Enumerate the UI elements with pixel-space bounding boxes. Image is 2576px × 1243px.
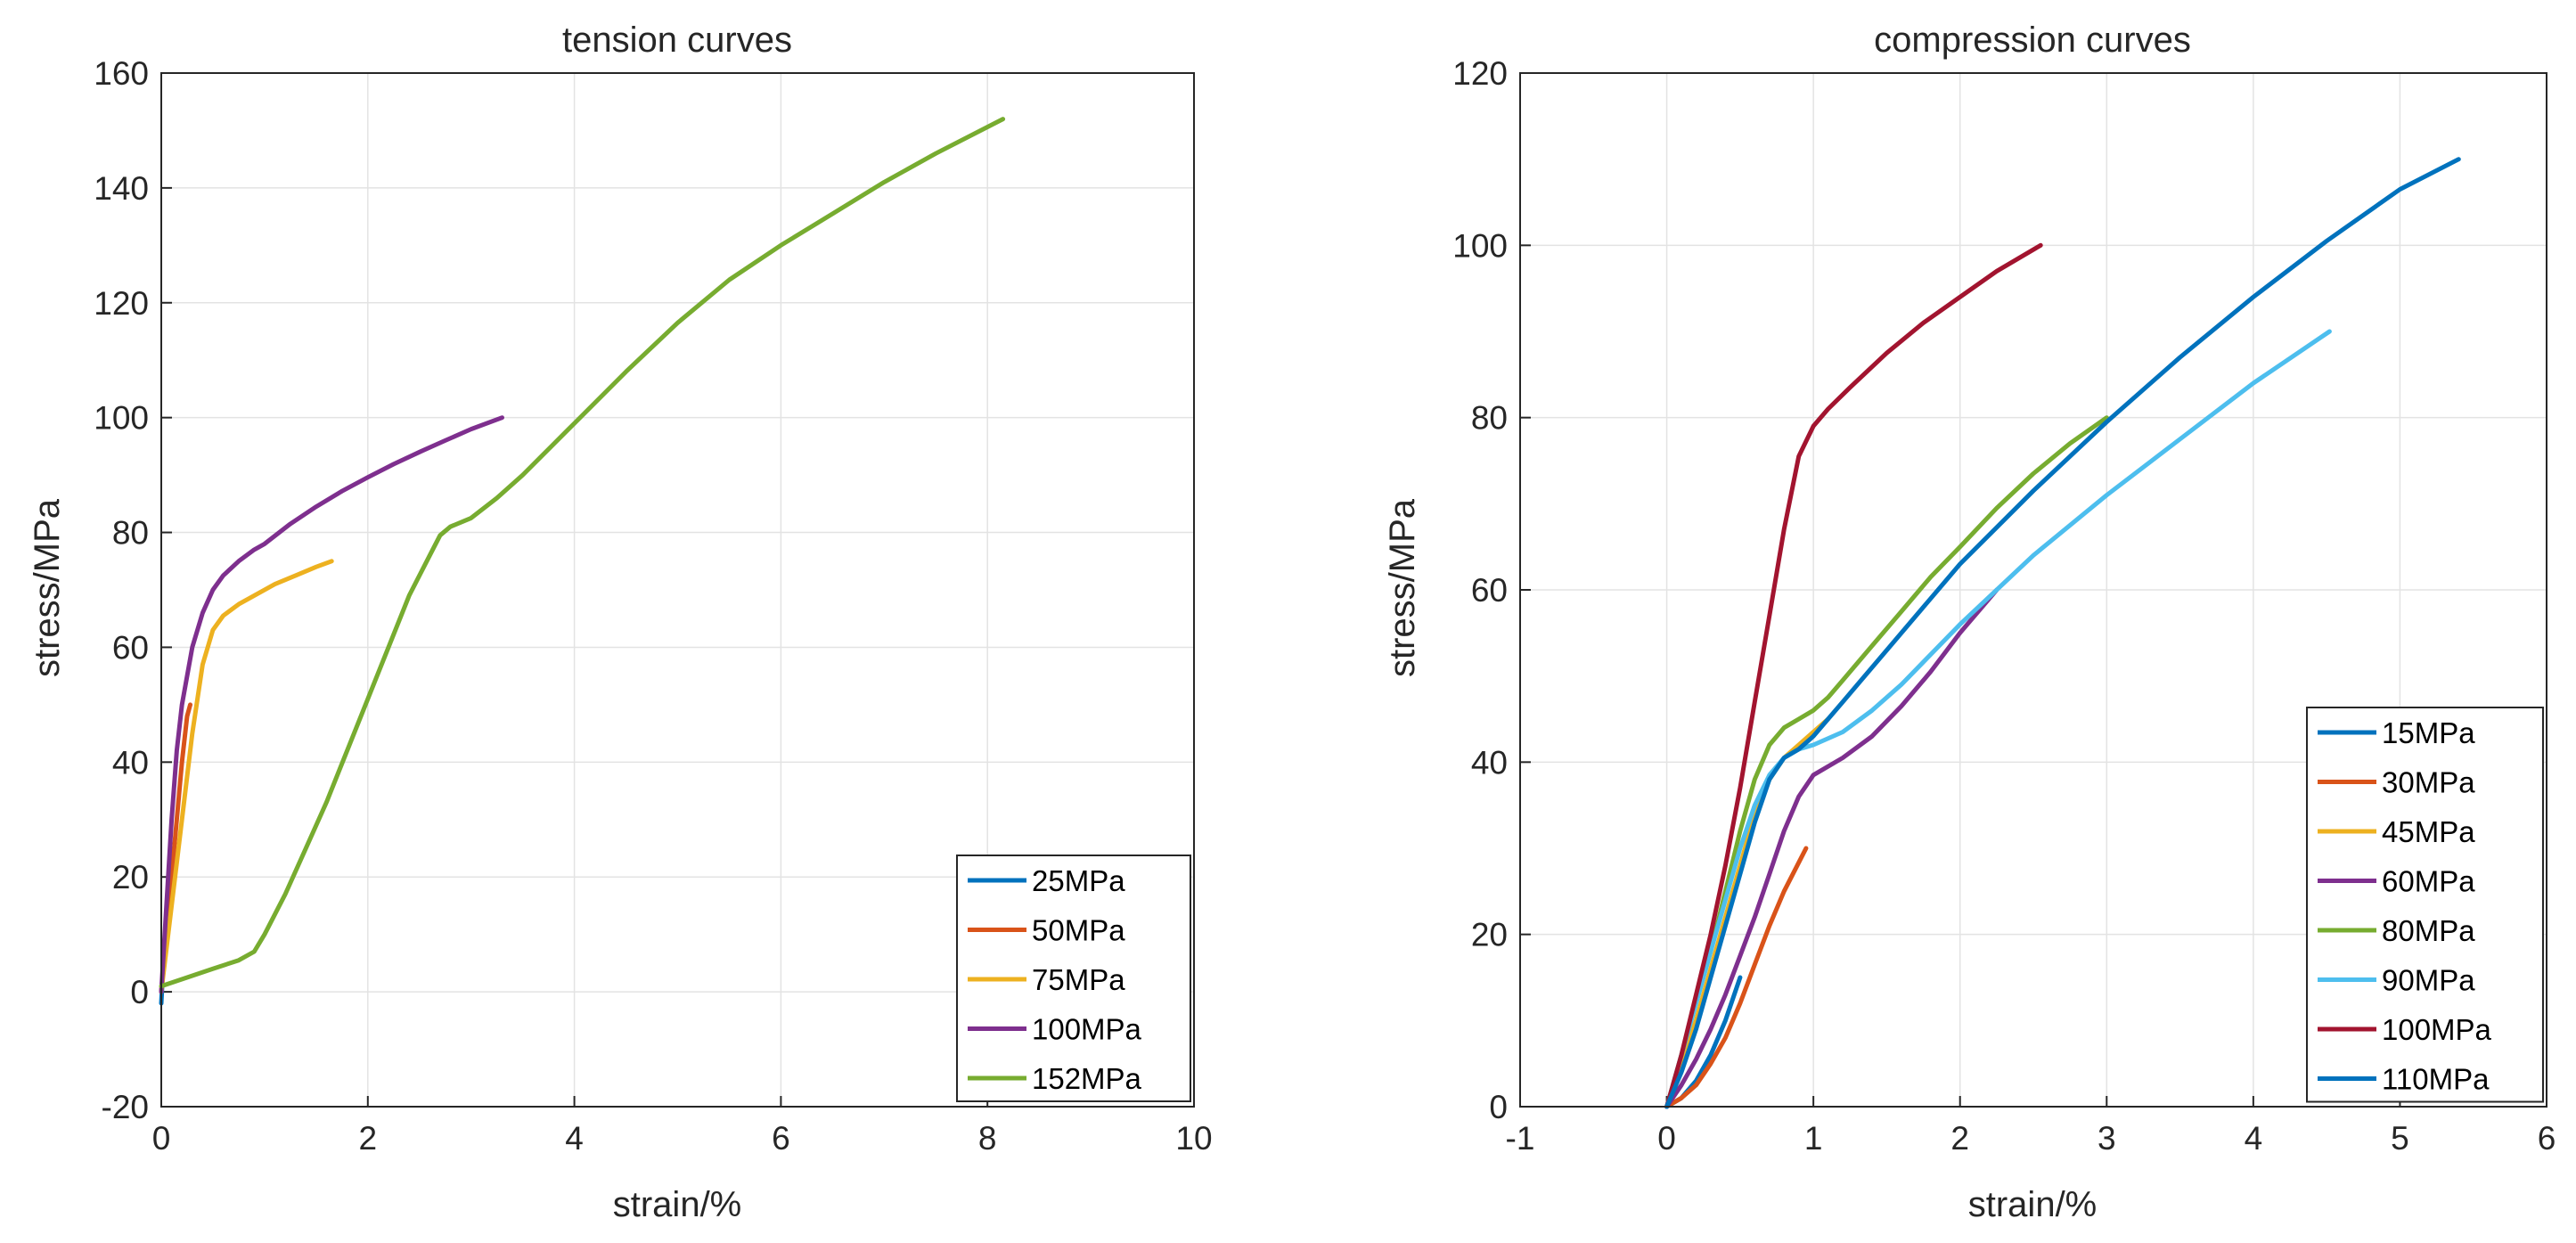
compression-series-110MPa (1664, 157, 2461, 1109)
tension-legend-label: 75MPa (1032, 963, 1125, 996)
compression-y-tick-label: 0 (1489, 1089, 1508, 1125)
tension-y-tick-label: 100 (94, 400, 149, 437)
compression-y-tick-label: 20 (1471, 917, 1508, 953)
compression-legend-label: 30MPa (2382, 766, 2475, 799)
compression-legend-label: 100MPa (2382, 1013, 2492, 1046)
tension-x-axis-label: strain/% (613, 1185, 742, 1224)
compression-series-45MPa (1664, 716, 1831, 1109)
compression-series-30MPa (1664, 846, 1809, 1109)
compression-legend-label: 110MPa (2382, 1063, 2490, 1096)
compression-x-tick-label: 3 (2098, 1120, 2116, 1157)
compression-legend: 15MPa 30MPa 45MPa 60MPa 80MPa 90MPa 100MPa 110M… (2306, 707, 2544, 1103)
compression-x-axis-label: strain/% (1968, 1185, 2098, 1224)
compression-series-60MPa (1664, 587, 1999, 1109)
tension-series-75MPa (159, 559, 334, 994)
tension-x-tick-label: 6 (772, 1120, 790, 1157)
tension-axes-box (160, 72, 1195, 1108)
tension-y-tick-label: 140 (94, 170, 149, 207)
compression-legend-label: 90MPa (2382, 964, 2475, 997)
tension-chart: tension curves strain/% stress/MPa 0 2 4 6 8… (28, 20, 1213, 1224)
tension-y-tick-label: 60 (112, 629, 149, 666)
compression-x-tick-label: 6 (2538, 1120, 2556, 1157)
tension-y-tick-label: 160 (94, 55, 149, 92)
compression-series-90MPa (1664, 329, 2332, 1109)
compression-legend-box (2306, 707, 2544, 1103)
compression-x-tick-label: -1 (1506, 1120, 1535, 1157)
compression-x-tick-label: 0 (1657, 1120, 1676, 1157)
compression-x-tick-label: 5 (2391, 1120, 2409, 1157)
compression-y-tick-label: 100 (1452, 227, 1508, 264)
tension-y-tick-label: 20 (112, 859, 149, 895)
compression-legend-label: 60MPa (2382, 865, 2475, 898)
tension-chart-title: tension curves (562, 20, 792, 60)
tension-y-tick-label: -20 (102, 1089, 149, 1125)
tension-y-tick-label: 0 (130, 974, 149, 1010)
tension-series (159, 117, 1006, 1006)
tension-legend-label: 25MPa (1032, 864, 1125, 897)
tension-y-tick-label: 80 (112, 515, 149, 552)
tension-y-tick-label: 40 (112, 744, 149, 781)
tension-series-100MPa (159, 415, 504, 994)
compression-x-tick-label: 4 (2245, 1120, 2263, 1157)
tension-legend-label: 50MPa (1032, 914, 1125, 947)
compression-y-tick-label: 40 (1471, 744, 1508, 781)
tension-x-tick-label: 2 (359, 1120, 378, 1157)
tension-x-tick-label: 8 (978, 1120, 997, 1157)
compression-y-tick-label: 60 (1471, 572, 1508, 609)
tension-x-tick-label: 4 (565, 1120, 584, 1157)
compression-x-tick-label: 2 (1950, 1120, 1969, 1157)
compression-chart-title: compression curves (1874, 20, 2191, 60)
compression-legend-label: 80MPa (2382, 914, 2475, 947)
compression-y-tick-label: 120 (1452, 55, 1508, 92)
compression-y-tick-label: 80 (1471, 400, 1508, 437)
tension-x-tick-label: 0 (152, 1120, 171, 1157)
tension-series-152MPa (159, 117, 1006, 989)
tension-y-tick-label: 120 (94, 285, 149, 322)
compression-series (1664, 157, 2461, 1109)
tension-x-tick-label: 10 (1175, 1120, 1212, 1157)
tension-legend-label: 152MPa (1032, 1062, 1142, 1095)
compression-x-tick-label: 1 (1804, 1120, 1823, 1157)
compression-chart: compression curves strain/% stress/MPa -… (1383, 20, 2556, 1224)
compression-series-100MPa (1664, 242, 2043, 1109)
compression-axes-box (1519, 72, 2547, 1108)
tension-legend-label: 100MPa (1032, 1013, 1142, 1046)
tension-y-axis-label: stress/MPa (28, 498, 67, 677)
tension-legend: 25MPa 50MPa 75MPa 100MPa 152MPa (956, 855, 1191, 1102)
compression-y-axis-label: stress/MPa (1383, 498, 1422, 677)
compression-legend-label: 45MPa (2382, 815, 2475, 848)
compression-legend-label: 15MPa (2382, 716, 2475, 749)
